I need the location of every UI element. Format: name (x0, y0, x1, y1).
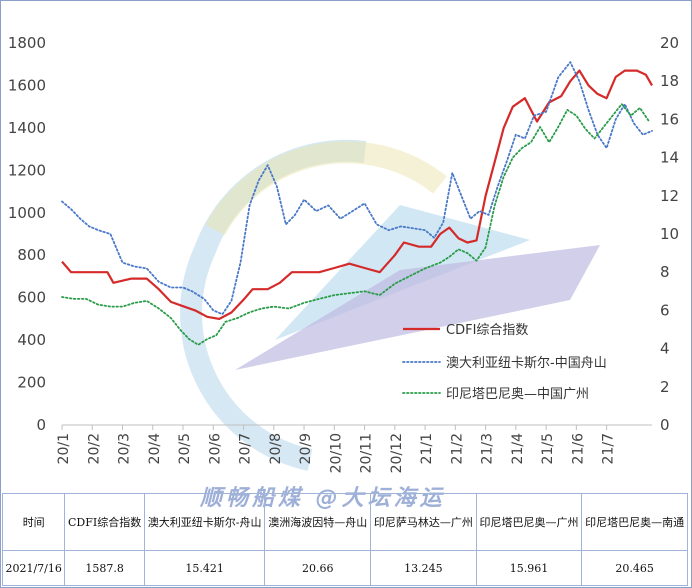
table-header-cell: 时间 (1, 493, 66, 551)
y2-tick-label: 12 (660, 187, 679, 205)
x-tick-label: 20/11 (359, 433, 375, 473)
x-tick-label: 20/8 (268, 433, 284, 464)
table-cell: 20.465 (581, 550, 688, 586)
y2-tick-label: 4 (660, 340, 670, 358)
y2-tick-label: 0 (660, 416, 670, 434)
table-cell: 15.961 (475, 550, 583, 586)
table-header-cell: 印尼萨马林达—广州 (370, 493, 477, 551)
y2-tick-label: 18 (660, 72, 679, 90)
x-tick-label: 21/4 (510, 433, 526, 465)
legend-label: 澳大利亚纽卡斯尔-中国舟山 (446, 355, 607, 371)
x-tick-label: 20/1 (56, 433, 72, 464)
y-tick-label: 0 (36, 416, 46, 434)
y-tick-label: 800 (17, 246, 46, 264)
table-cell: 15.421 (143, 550, 266, 586)
table-cell: 13.245 (370, 550, 477, 586)
table-cell: 1587.8 (64, 550, 145, 586)
table-header-cell: 澳洲海波因特—舟山 (264, 493, 372, 551)
table-cell: 20.66 (264, 550, 372, 586)
table-row: 2021/7/16 1587.8 15.421 20.66 13.245 15.… (1, 550, 688, 586)
y2-tick-label: 2 (660, 378, 670, 396)
x-tick-label: 21/6 (570, 433, 586, 465)
x-tick-label: 20/6 (207, 433, 223, 465)
table-header-cell: 印尼塔巴尼奥—南通 (581, 493, 688, 551)
x-tick-label: 21/2 (449, 433, 465, 464)
legend-label: 印尼塔巴尼奥—中国广州 (446, 387, 589, 402)
x-tick-label: 20/5 (177, 433, 193, 464)
x-tick-label: 21/7 (601, 433, 617, 464)
series-line-1 (61, 61, 653, 316)
x-tick-label: 20/12 (389, 433, 405, 473)
table-header-row: 时间 CDFI综合指数 澳大利亚纽卡斯尔-舟山 澳洲海波因特—舟山 印尼萨马林达… (1, 493, 688, 551)
series-lines (61, 61, 653, 346)
x-tick-label: 21/1 (419, 433, 435, 464)
y2-tick-label: 20 (660, 34, 679, 52)
x-tick-label: 21/3 (480, 433, 496, 464)
y-tick-label: 400 (17, 331, 46, 349)
table-cell: 2021/7/16 (1, 550, 66, 586)
series-line-2 (61, 103, 650, 346)
table-header-cell: 印尼塔巴尼奥—广州 (475, 493, 583, 551)
legend-label: CDFI综合指数 (446, 323, 528, 338)
background-logo (180, 139, 600, 471)
x-tick-label: 20/3 (117, 433, 133, 464)
x-tick-label: 20/4 (147, 433, 163, 465)
y-tick-label: 1400 (8, 119, 46, 137)
x-tick-label: 20/10 (328, 433, 344, 473)
x-tick-label: 20/7 (238, 433, 254, 464)
y-tick-label: 1000 (8, 204, 46, 222)
line-chart: 0 200 400 600 800 1000 1200 1400 1600 1800 0 2 4 6 8 10… (8, 34, 679, 473)
y2-tick-label: 6 (660, 301, 670, 319)
y-tick-label: 1800 (8, 34, 46, 52)
y2-tick-label: 14 (660, 149, 679, 167)
y-tick-label: 1600 (8, 76, 46, 94)
table-header-cell: CDFI综合指数 (64, 493, 145, 551)
data-table: 时间 CDFI综合指数 澳大利亚纽卡斯尔-舟山 澳洲海波因特—舟山 印尼萨马林达… (1, 493, 688, 586)
series-line-0 (61, 69, 653, 320)
x-tick-label: 21/5 (540, 433, 556, 464)
table-header-cell: 澳大利亚纽卡斯尔-舟山 (143, 493, 266, 551)
y2-tick-label: 8 (660, 263, 670, 281)
y-tick-label: 200 (17, 374, 46, 392)
x-tick-label: 20/9 (298, 433, 314, 464)
y-tick-label: 1200 (8, 161, 46, 179)
x-tick-label: 20/2 (86, 433, 102, 464)
y2-tick-label: 16 (660, 110, 679, 128)
y2-tick-label: 10 (660, 225, 679, 243)
axes: 0 200 400 600 800 1000 1200 1400 1600 1800 0 2 4 6 8 10… (8, 34, 679, 473)
y-tick-label: 600 (17, 289, 46, 307)
